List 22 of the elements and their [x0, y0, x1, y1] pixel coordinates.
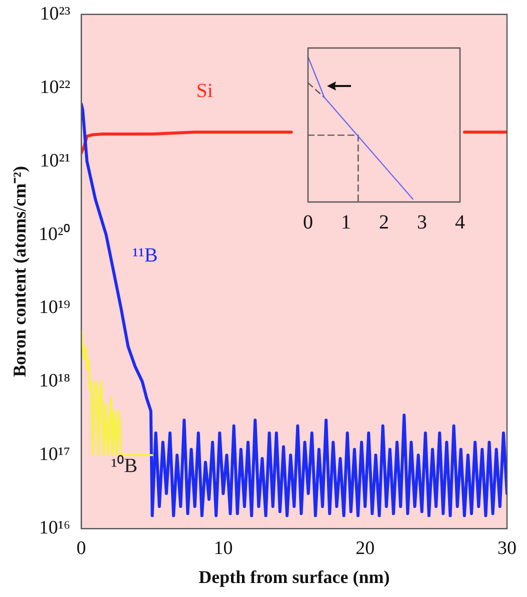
x-tick-label: 2 — [379, 211, 389, 234]
y-tick-label: 10²¹ — [40, 150, 71, 172]
x-axis-title: Depth from surface (nm) — [198, 566, 390, 587]
y-tick-label: 10¹⁹ — [38, 297, 71, 318]
x-tick-label: 3 — [417, 211, 427, 234]
x-tick-label: 20 — [356, 538, 375, 559]
x-tick-label: 0 — [303, 211, 313, 234]
y-tick-label: 10¹⁶ — [38, 518, 70, 539]
x-tick-label: 4 — [455, 211, 465, 234]
y-tick-label: 10²² — [40, 76, 71, 98]
series-label: ¹⁰B — [111, 454, 138, 478]
x-tick-label: 30 — [498, 538, 516, 559]
series-label: Si — [196, 80, 214, 102]
y-tick-label: 10¹⁸ — [38, 370, 70, 392]
series-label: ¹¹B — [132, 244, 158, 266]
y-tick-label: 10²³ — [40, 3, 71, 24]
x-tick-label: 10 — [214, 538, 233, 559]
y-tick-label: 10²⁰ — [38, 222, 70, 245]
y-tick-label: 10¹⁷ — [38, 444, 70, 466]
x-tick-label: 0 — [76, 538, 86, 559]
x-tick-label: 1 — [341, 211, 351, 234]
y-axis-title: Boron content (atoms/cm⁻²) — [9, 166, 30, 378]
